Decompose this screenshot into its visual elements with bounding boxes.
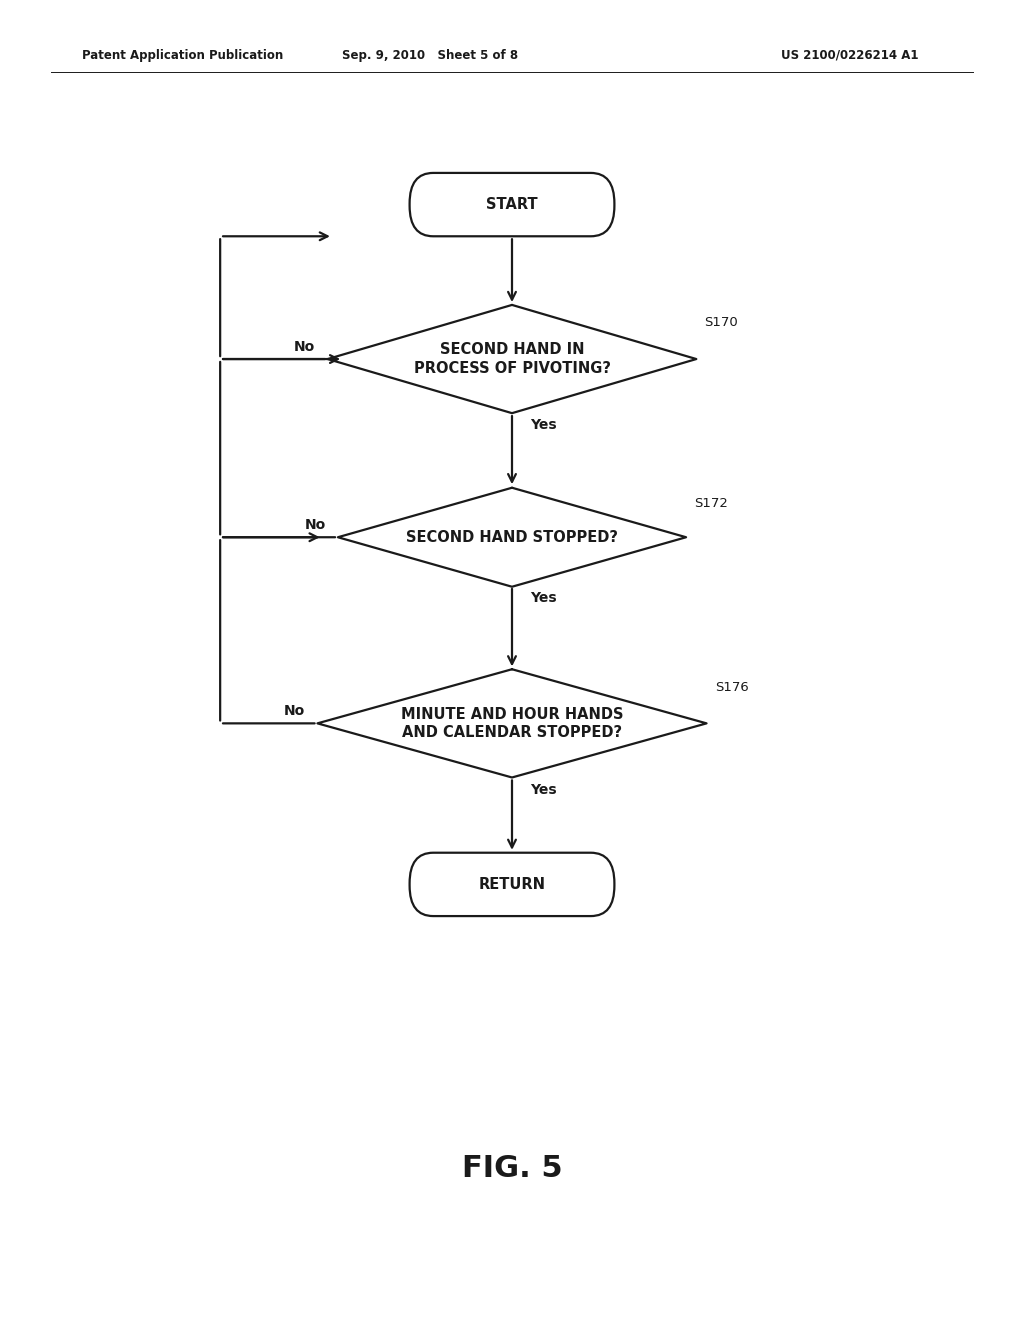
- FancyBboxPatch shape: [410, 173, 614, 236]
- Text: Sep. 9, 2010   Sheet 5 of 8: Sep. 9, 2010 Sheet 5 of 8: [342, 49, 518, 62]
- Text: No: No: [284, 704, 305, 718]
- Text: FIG. 5: FIG. 5: [462, 1154, 562, 1183]
- Text: S170: S170: [705, 317, 738, 329]
- Text: S172: S172: [694, 498, 728, 510]
- Text: No: No: [304, 517, 326, 532]
- Text: SECOND HAND IN
PROCESS OF PIVOTING?: SECOND HAND IN PROCESS OF PIVOTING?: [414, 342, 610, 376]
- Text: MINUTE AND HOUR HANDS
AND CALENDAR STOPPED?: MINUTE AND HOUR HANDS AND CALENDAR STOPP…: [400, 706, 624, 741]
- Text: S176: S176: [715, 681, 749, 693]
- Text: Yes: Yes: [530, 783, 557, 797]
- Text: RETURN: RETURN: [478, 876, 546, 892]
- Text: US 2100/0226214 A1: US 2100/0226214 A1: [781, 49, 919, 62]
- Text: Yes: Yes: [530, 591, 557, 606]
- Text: Yes: Yes: [530, 418, 557, 433]
- Text: SECOND HAND STOPPED?: SECOND HAND STOPPED?: [406, 529, 618, 545]
- FancyBboxPatch shape: [410, 853, 614, 916]
- Text: START: START: [486, 197, 538, 213]
- Text: No: No: [294, 339, 315, 354]
- Text: Patent Application Publication: Patent Application Publication: [82, 49, 284, 62]
